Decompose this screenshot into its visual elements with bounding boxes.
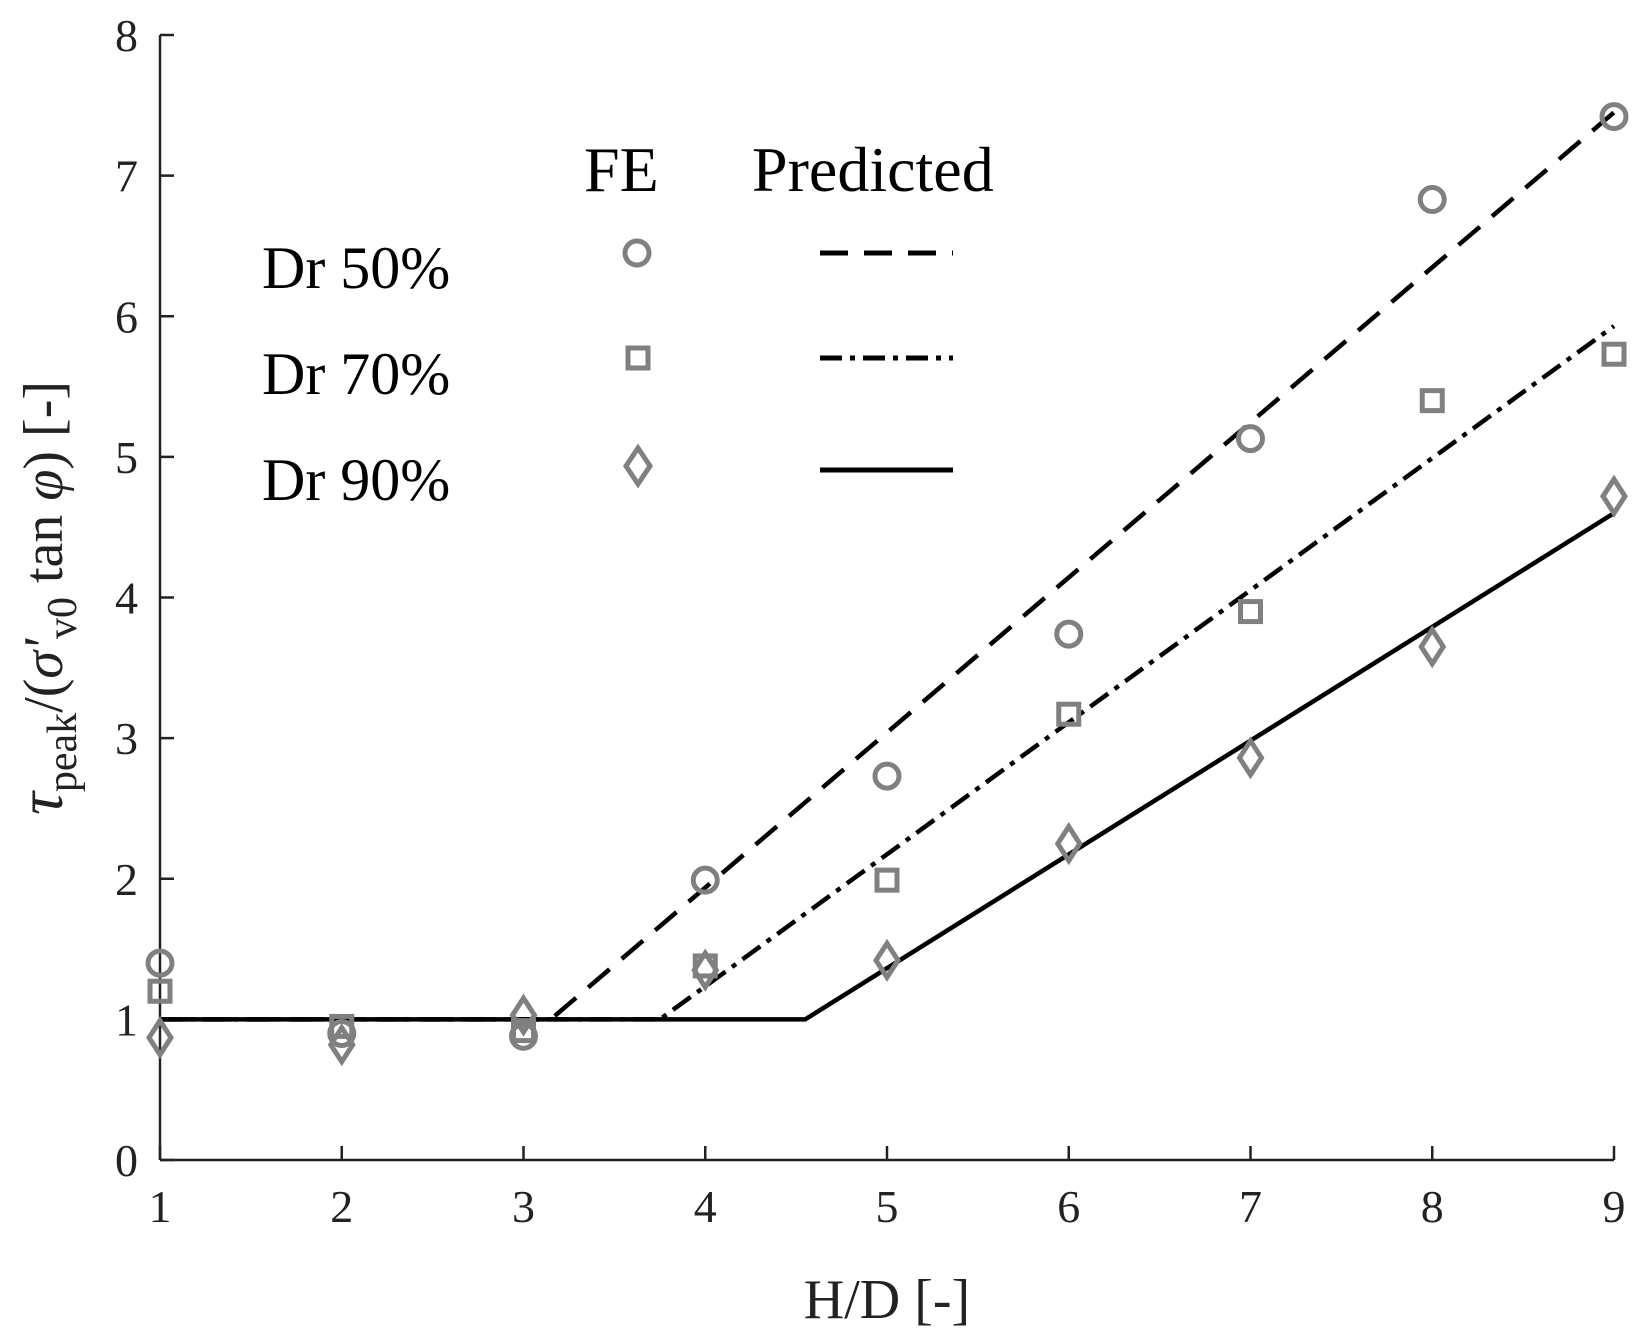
- x-tick-label: 5: [876, 1181, 899, 1232]
- y-axis-sub-peak: peak: [40, 713, 86, 792]
- y-tick-label: 2: [115, 854, 138, 905]
- y-axis-title: τpeak/(σ'v0 tan φ) [-]: [5, 381, 86, 815]
- y-tick-label: 5: [115, 432, 138, 483]
- fe-point-square: [1422, 391, 1442, 411]
- x-tick-label: 6: [1057, 1181, 1080, 1232]
- y-tick-label: 1: [115, 994, 138, 1045]
- x-tick-label: 8: [1421, 1181, 1444, 1232]
- x-tick-label: 4: [694, 1181, 717, 1232]
- x-tick-label: 9: [1603, 1181, 1626, 1232]
- x-tick-label: 7: [1239, 1181, 1262, 1232]
- y-tick-label: 8: [115, 10, 138, 61]
- fe-point-square: [1241, 602, 1261, 622]
- legend: FE Predicted Dr 50% Dr 70% Dr 90%: [262, 134, 994, 513]
- x-tick-label: 2: [330, 1181, 353, 1232]
- y-axis-tan: tan: [13, 501, 75, 597]
- y-tick-label: 3: [115, 713, 138, 764]
- y-tick-label: 6: [115, 291, 138, 342]
- legend-label-dr90: Dr 90%: [262, 447, 450, 513]
- fe-point-circle: [1239, 427, 1263, 451]
- x-tick-label: 3: [512, 1181, 535, 1232]
- x-tick-label: 1: [149, 1181, 172, 1232]
- fe-point-square: [877, 870, 897, 890]
- y-tick-label: 0: [115, 1135, 138, 1186]
- legend-header-fe: FE: [584, 134, 659, 205]
- y-axis-open: /(: [13, 679, 75, 713]
- y-axis-sub-v0: v0: [40, 597, 86, 639]
- y-axis-tau: τ: [5, 790, 76, 815]
- predicted-line-dash-dot: [160, 326, 1614, 1019]
- y-tick-label: 4: [115, 573, 138, 624]
- legend-marker-square: [628, 348, 648, 368]
- legend-marker-diamond: [626, 448, 650, 484]
- fe-point-diamond: [1421, 630, 1443, 664]
- x-axis-title: H/D [-]: [804, 1269, 970, 1331]
- y-tick-label: 7: [115, 151, 138, 202]
- legend-label-dr50: Dr 50%: [262, 235, 450, 301]
- fe-point-circle: [875, 764, 899, 788]
- y-axis-phi: φ: [13, 470, 75, 501]
- y-ticks: 0 1 2 3 4 5 6 7 8: [115, 10, 174, 1186]
- legend-header-predicted: Predicted: [752, 134, 994, 205]
- fe-point-square: [1604, 344, 1624, 364]
- legend-label-dr70: Dr 70%: [262, 341, 450, 407]
- y-axis-close: ) [-]: [13, 381, 75, 470]
- fe-point-diamond: [1603, 479, 1625, 513]
- y-axis-sigma: σ': [13, 638, 75, 679]
- legend-marker-circle: [625, 241, 649, 265]
- fe-point-circle: [1420, 188, 1444, 212]
- fe-point-circle: [1057, 622, 1081, 646]
